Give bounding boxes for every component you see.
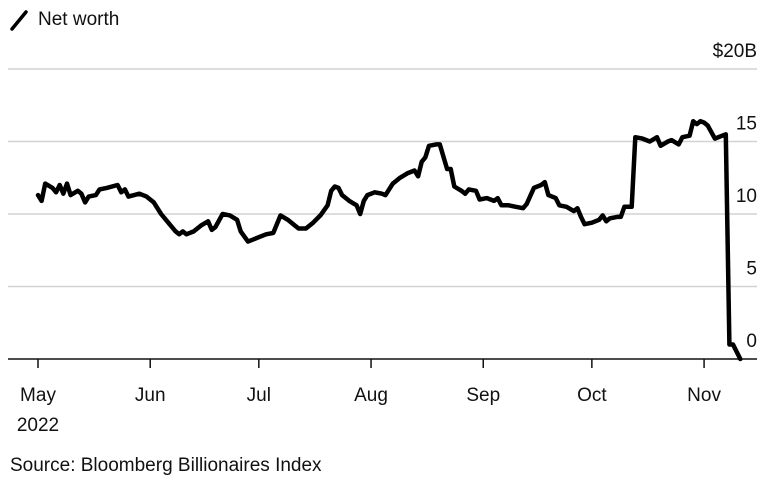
x-tick-label: Oct [577,385,607,406]
x-tick-label: Aug [354,385,388,406]
y-axis-tick-labels: 0 5 10 15 $20B [713,41,757,352]
y-tick-label: 5 [746,259,757,280]
y-tick-label: $20B [713,41,757,62]
gridlines [8,68,757,360]
x-axis-year-label: 2022 [17,415,59,436]
y-tick-label: 15 [736,114,757,135]
x-axis-ticks [37,359,705,368]
x-tick-label: Jul [247,385,271,406]
y-tick-label: 0 [746,331,757,352]
source-note: Source: Bloomberg Billionaires Index [10,455,322,476]
net-worth-line [35,118,743,362]
x-tick-label: Nov [687,385,721,406]
legend: Net worth [10,9,119,31]
x-tick-label: Sep [466,385,500,406]
x-tick-label: May [20,385,56,406]
x-axis-tick-labels: May Jun Jul Aug Sep Oct Nov [20,385,721,406]
y-tick-label: 10 [736,186,757,207]
diagonal-line-icon [10,10,28,31]
x-tick-label: Jun [135,385,166,406]
legend-label: Net worth [38,9,119,30]
